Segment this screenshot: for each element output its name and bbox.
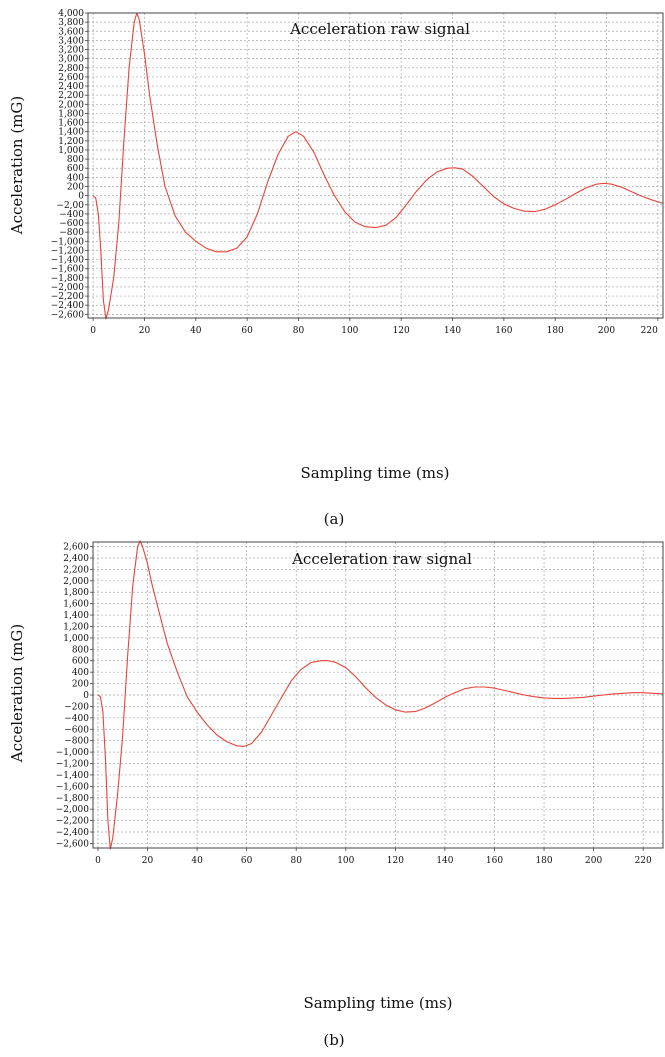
chart-a-x-tick-label: 120 xyxy=(393,326,410,336)
chart-b-title: Acceleration raw signal xyxy=(291,550,472,568)
chart-b-y-tick-label: 600 xyxy=(72,657,89,667)
chart-b-y-tick-label: −800 xyxy=(64,737,89,747)
chart-a-x-tick-label: 200 xyxy=(598,326,615,336)
chart-b-x-tick-label: 140 xyxy=(436,856,453,866)
chart-a-y-tick-label: 3,800 xyxy=(58,18,84,28)
chart-a-y-tick-label: −1,000 xyxy=(51,237,85,247)
chart-a-y-tick-label: −1,200 xyxy=(51,246,85,256)
chart-b-y-tick-label: −1,200 xyxy=(56,760,90,770)
chart-a-y-tick-label: 3,200 xyxy=(58,46,84,56)
chart-a-title: Acceleration raw signal xyxy=(289,20,470,38)
chart-a-x-tick-label: 160 xyxy=(495,326,512,336)
chart-b-y-tick-label: 2,200 xyxy=(63,565,89,575)
chart-a-y-tick-label: 3,000 xyxy=(58,55,84,65)
chart-a: 4,0003,8003,6003,4003,2003,0002,8002,600… xyxy=(8,9,664,528)
chart-a-y-tick-label: −1,400 xyxy=(51,256,85,266)
chart-a-x-tick-label: 180 xyxy=(547,326,564,336)
chart-a-x-tick-label: 60 xyxy=(241,326,253,336)
chart-a-y-tick-label: 1,200 xyxy=(58,137,84,147)
chart-b-y-tick-label: 800 xyxy=(72,645,89,655)
chart-b-x-tick-label: 20 xyxy=(142,856,154,866)
chart-b-y-tick-label: 1,600 xyxy=(63,600,89,610)
chart-a-y-tick-label: 4,000 xyxy=(58,9,84,19)
chart-a-y-tick-label: −600 xyxy=(59,219,84,229)
chart-b-y-tick-label: −1,600 xyxy=(56,782,90,792)
chart-b-y-tick-label: 0 xyxy=(83,691,89,701)
chart-b-y-tick-label: −1,800 xyxy=(56,794,90,804)
chart-b-y-tick-label: 1,000 xyxy=(63,634,89,644)
chart-b-panel-label: (b) xyxy=(323,1031,344,1049)
chart-a-panel-label: (a) xyxy=(324,510,345,528)
chart-b-x-axis-label: Sampling time (ms) xyxy=(304,994,453,1012)
chart-b-y-tick-label: −1,400 xyxy=(56,771,90,781)
chart-b-y-tick-label: 1,400 xyxy=(63,611,89,621)
chart-a-y-tick-label: 2,000 xyxy=(58,100,84,110)
chart-a-y-tick-label: 2,800 xyxy=(58,64,84,74)
chart-b-y-tick-label: −2,200 xyxy=(56,817,90,827)
chart-b-x-tick-label: 0 xyxy=(95,856,101,866)
chart-b-y-tick-label: 1,200 xyxy=(63,622,89,632)
chart-a-y-tick-label: 1,600 xyxy=(58,119,84,129)
chart-b-y-tick-label: −2,000 xyxy=(56,805,90,815)
chart-a-x-tick-label: 100 xyxy=(341,326,358,336)
chart-a-y-tick-label: −1,600 xyxy=(51,265,85,275)
chart-a-x-tick-label: 0 xyxy=(90,326,96,336)
chart-a-y-tick-label: −2,00 xyxy=(56,201,84,211)
chart-a-x-axis-label: Sampling time (ms) xyxy=(301,464,450,482)
chart-a-x-tick-label: 220 xyxy=(641,326,658,336)
chart-a-y-axis-label: Acceleration (mG) xyxy=(8,96,26,236)
chart-a-y-tick-label: 1,800 xyxy=(58,109,84,119)
chart-b-y-tick-label: −400 xyxy=(64,714,89,724)
chart-b-x-tick-label: 200 xyxy=(585,856,602,866)
chart-b-x-tick-label: 40 xyxy=(191,856,203,866)
chart-b-x-tick-label: 100 xyxy=(337,856,354,866)
chart-b-x-tick-label: 160 xyxy=(486,856,503,866)
chart-b-x-tick-label: 60 xyxy=(241,856,253,866)
chart-a-y-tick-label: −400 xyxy=(59,210,84,220)
chart-b-y-tick-label: −2,600 xyxy=(56,839,90,849)
chart-a-x-tick-label: 140 xyxy=(444,326,461,336)
chart-a-y-tick-label: −2,600 xyxy=(51,310,85,320)
chart-a-y-tick-label: 2,400 xyxy=(58,82,84,92)
chart-b-x-tick-label: 120 xyxy=(387,856,404,866)
chart-b-y-tick-label: −600 xyxy=(64,725,89,735)
chart-a-series-line xyxy=(92,12,664,320)
chart-b-y-tick-label: 200 xyxy=(72,680,89,690)
chart-a-y-tick-label: 400 xyxy=(67,173,84,183)
chart-a-y-tick-label: −800 xyxy=(59,228,84,238)
chart-a-y-tick-label: −2,400 xyxy=(51,301,85,311)
chart-a-y-tick-label: 800 xyxy=(67,155,84,165)
chart-a-x-tick-label: 40 xyxy=(190,326,202,336)
chart-a-y-tick-label: 600 xyxy=(67,164,84,174)
chart-b-y-tick-label: −2,400 xyxy=(56,828,90,838)
chart-a-y-tick-label: 3,600 xyxy=(58,27,84,37)
chart-b-x-tick-label: 80 xyxy=(290,856,302,866)
chart-a-y-tick-label: 0 xyxy=(78,192,84,202)
chart-a-x-tick-label: 20 xyxy=(139,326,151,336)
chart-b-y-axis-label: Acceleration (mG) xyxy=(8,624,26,764)
chart-b-y-tick-label: 400 xyxy=(72,668,89,678)
chart-a-y-tick-label: −2,000 xyxy=(51,283,85,293)
chart-a-y-tick-label: 1,400 xyxy=(58,128,84,138)
chart-b-x-tick-label: 220 xyxy=(635,856,652,866)
chart-a-y-tick-label: 1,000 xyxy=(58,146,84,156)
chart-b-y-tick-label: 2,400 xyxy=(63,554,89,564)
chart-b-y-tick-label: 2,000 xyxy=(63,577,89,587)
chart-b-y-tick-label: 1,800 xyxy=(63,588,89,598)
chart-a-plot-frame xyxy=(87,12,664,319)
chart-a-y-tick-label: 200 xyxy=(67,183,84,193)
chart-b-y-tick-label: 2,600 xyxy=(63,543,89,553)
chart-b-y-tick-label: −200 xyxy=(64,702,89,712)
chart-a-y-tick-label: −1,800 xyxy=(51,274,85,284)
chart-a-y-tick-label: 2,200 xyxy=(58,91,84,101)
chart-a-y-tick-label: 2,600 xyxy=(58,73,84,83)
chart-a-x-tick-label: 80 xyxy=(293,326,305,336)
chart-b-series-line xyxy=(97,540,664,850)
chart-b-y-tick-label: −1,000 xyxy=(56,748,90,758)
chart-b-x-tick-label: 180 xyxy=(535,856,552,866)
chart-a-y-tick-label: 3,400 xyxy=(58,36,84,46)
chart-a-y-tick-label: −2,200 xyxy=(51,292,85,302)
